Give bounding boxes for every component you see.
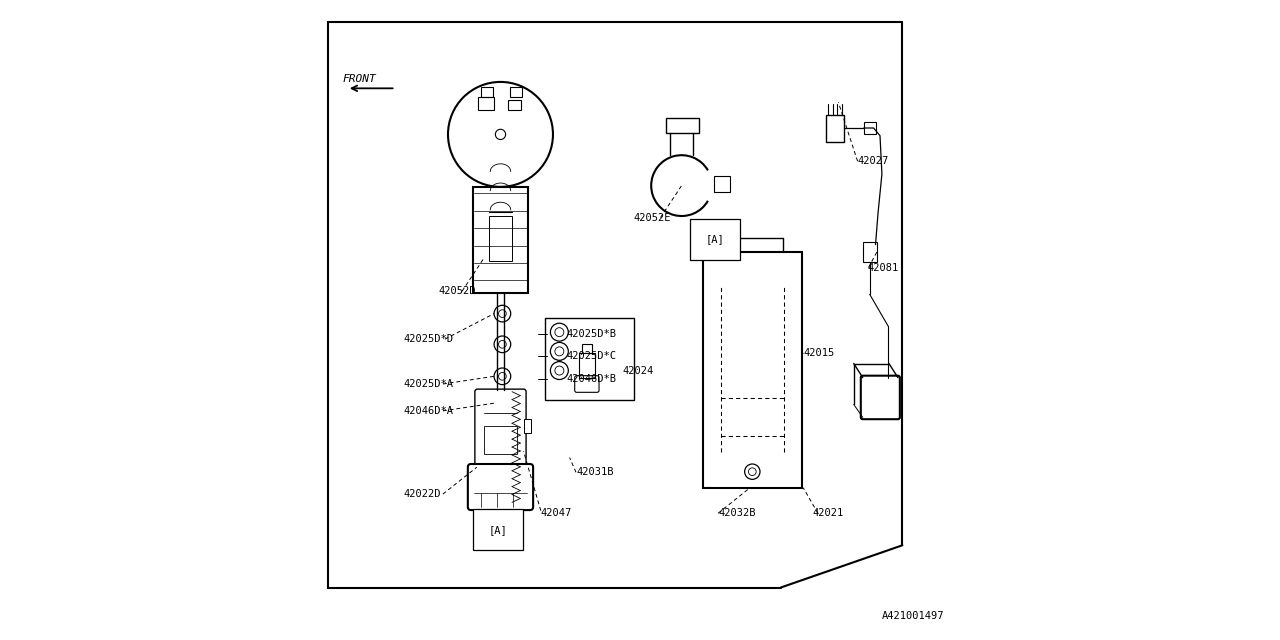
Text: FRONT: FRONT (343, 74, 376, 84)
Text: A421001497: A421001497 (882, 611, 945, 621)
Text: 42022D: 42022D (403, 489, 440, 499)
Text: 42052D: 42052D (438, 286, 476, 296)
Text: 42025D*D: 42025D*D (403, 334, 453, 344)
Bar (508, 100, 521, 110)
Bar (484, 426, 517, 454)
Bar (666, 118, 699, 133)
Text: 42027: 42027 (858, 156, 888, 166)
FancyBboxPatch shape (860, 376, 900, 419)
Bar (864, 122, 876, 134)
Bar (581, 344, 591, 353)
Bar (524, 419, 531, 433)
Bar (489, 216, 512, 261)
Bar (481, 87, 493, 97)
Bar (826, 115, 844, 142)
Bar (545, 318, 634, 400)
Text: 42025D*B: 42025D*B (566, 329, 617, 339)
Text: [A]: [A] (707, 234, 724, 244)
Bar (863, 242, 877, 262)
Text: 42015: 42015 (804, 348, 835, 358)
Text: [A]: [A] (489, 525, 507, 535)
Text: 42046D*A: 42046D*A (403, 406, 453, 416)
Text: 42046D*B: 42046D*B (566, 374, 617, 384)
Bar (479, 97, 494, 110)
Text: 42025D*C: 42025D*C (566, 351, 617, 362)
Text: 42025D*A: 42025D*A (403, 379, 453, 389)
FancyBboxPatch shape (468, 464, 534, 510)
Text: 42021: 42021 (813, 508, 844, 518)
Bar (703, 252, 801, 488)
Bar (474, 187, 529, 293)
Bar (714, 176, 730, 192)
Text: 42031B: 42031B (576, 467, 613, 477)
Text: 42047: 42047 (540, 508, 572, 518)
Text: 42024: 42024 (622, 366, 653, 376)
FancyBboxPatch shape (475, 389, 526, 470)
Text: 42081: 42081 (868, 262, 899, 273)
Bar (509, 87, 522, 97)
Text: 42052E: 42052E (634, 212, 671, 223)
Text: 42032B: 42032B (718, 508, 755, 518)
Bar (580, 353, 595, 378)
